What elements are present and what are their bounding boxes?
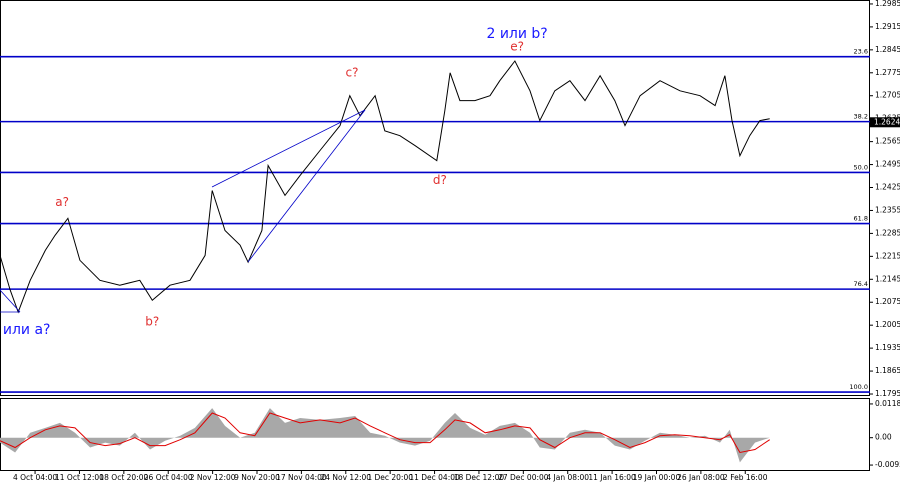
- y-tick-label: 1.2985: [875, 0, 900, 8]
- trend-line: [211, 109, 366, 188]
- y-tick-label: 1.1795: [875, 389, 900, 398]
- price-line: [0, 60, 770, 314]
- x-tick-label: 4 Oct 04:00: [13, 473, 57, 482]
- y-tick-label: 1.2425: [875, 183, 900, 192]
- wave-label: e?: [510, 39, 524, 53]
- wave-label: a?: [55, 195, 69, 209]
- x-tick-label: 2 Feb 16:00: [723, 473, 768, 482]
- y-tick-label: 1.2915: [875, 22, 900, 31]
- fib-level-label: 76.4: [854, 280, 868, 288]
- current-price-box: [870, 117, 900, 128]
- wave-label: b?: [145, 315, 159, 329]
- x-tick-label: 2 Nov 12:00: [190, 473, 236, 482]
- y-tick-label: 1.2145: [875, 274, 900, 283]
- x-tick-label: 26 Oct 04:00: [144, 473, 193, 482]
- y-tick-label: 1.2495: [875, 160, 900, 169]
- fib-level-label: 100.0: [849, 383, 868, 391]
- fib-level-label: 23.6: [854, 48, 868, 56]
- wave-label: 1 или a?: [0, 322, 50, 338]
- wave-label: c?: [346, 65, 359, 79]
- y-tick-label: 1.2005: [875, 320, 900, 329]
- x-tick-label: 27 Dec 00:00: [498, 473, 549, 482]
- y-tick-label: 1.1935: [875, 343, 900, 352]
- y-tick-label: 1.1865: [875, 366, 900, 375]
- oscillator-panel: [0, 398, 870, 471]
- x-tick-label: 11 Oct 12:00: [55, 473, 104, 482]
- x-tick-label: 17 Nov 04:00: [276, 473, 327, 482]
- trend-line: [0, 289, 21, 313]
- fib-level-label: 61.8: [854, 215, 868, 223]
- y-tick-label: 0.00: [875, 433, 892, 442]
- x-tick-label: 9 Nov 20:00: [234, 473, 280, 482]
- y-tick-label: 0.01183: [875, 399, 900, 408]
- y-tick-label: -0.00959: [875, 460, 900, 469]
- y-tick-label: 1.2285: [875, 228, 900, 237]
- x-tick-label: 19 Jan 00:00: [633, 473, 681, 482]
- wave-label: d?: [433, 173, 447, 187]
- fib-level-label: 38.2: [854, 113, 868, 121]
- y-tick-label: 1.2565: [875, 137, 900, 146]
- oscillator-signal: [0, 412, 770, 454]
- y-tick-label: 1.2705: [875, 91, 900, 100]
- fib-level-label: 50.0: [854, 163, 868, 171]
- x-tick-label: 18 Oct 20:00: [99, 473, 148, 482]
- x-tick-label: 11 Dec 04:00: [409, 473, 460, 482]
- trend-line: [247, 109, 366, 263]
- y-tick-label: 1.2215: [875, 251, 900, 260]
- x-tick-label: 4 Jan 08:00: [546, 473, 589, 482]
- current-price-label: 1.2624: [874, 117, 900, 126]
- y-tick-label: 1.2775: [875, 68, 900, 77]
- x-tick-label: 18 Dec 12:00: [454, 473, 505, 482]
- x-tick-label: 1 Dec 20:00: [367, 473, 413, 482]
- x-tick-label: 24 Nov 12:00: [320, 473, 371, 482]
- x-tick-label: 26 Jan 08:00: [677, 473, 725, 482]
- y-tick-label: 1.2355: [875, 205, 900, 214]
- x-tick-label: 11 Jan 16:00: [588, 473, 636, 482]
- wave-label: 2 или b?: [486, 26, 547, 42]
- main-panel: [0, 0, 870, 396]
- y-tick-label: 1.2075: [875, 297, 900, 306]
- y-tick-label: 1.2845: [875, 45, 900, 54]
